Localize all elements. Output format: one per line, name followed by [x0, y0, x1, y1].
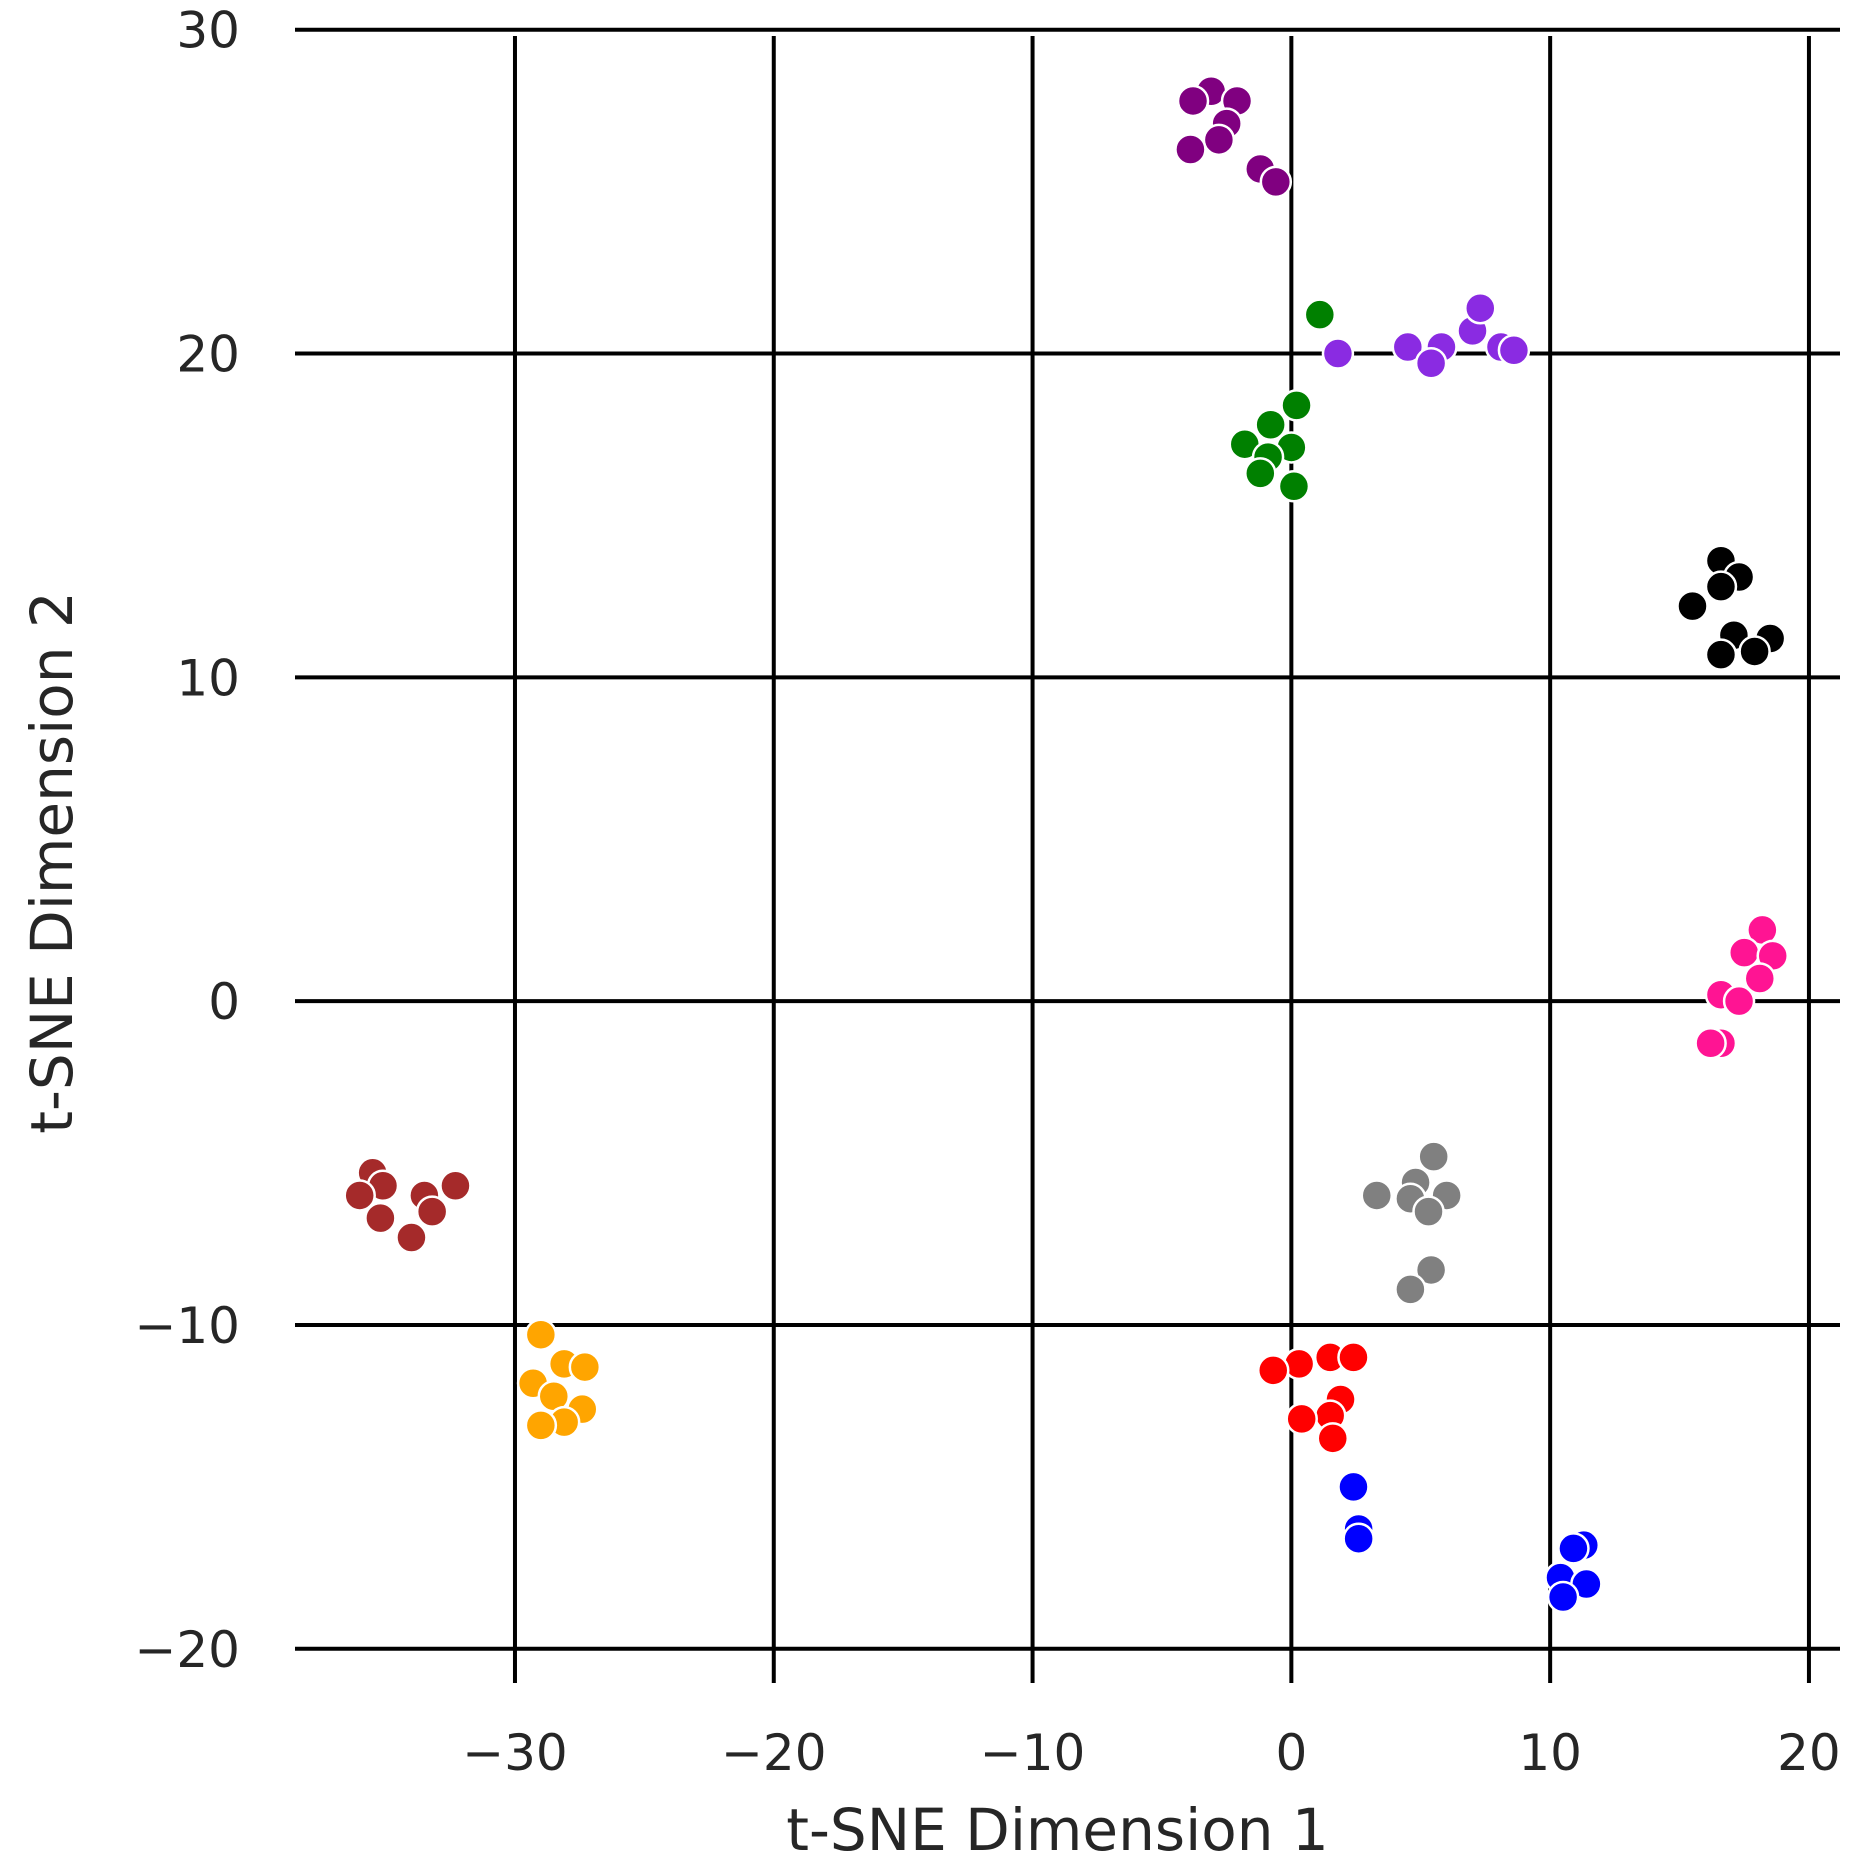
x-tick-label: −10 [980, 1724, 1086, 1782]
y-tick-label: −10 [134, 1297, 240, 1355]
x-axis-label: t-SNE Dimension 1 [786, 1796, 1329, 1862]
data-point [1464, 291, 1497, 325]
y-tick-label: 0 [208, 973, 240, 1031]
data-point [1704, 570, 1738, 603]
series-blue [1337, 1470, 1603, 1614]
series-brown [343, 1156, 472, 1254]
data-point [415, 1195, 449, 1228]
data-point [1676, 589, 1709, 623]
data-point [1277, 470, 1311, 503]
series-deeppink [1694, 913, 1789, 1060]
x-tick-label: 10 [1518, 1724, 1582, 1782]
data-point [1704, 638, 1738, 671]
data-point [1337, 1470, 1370, 1504]
data-point [1174, 133, 1207, 166]
data-point [1417, 1140, 1450, 1173]
x-tick-label: −30 [462, 1724, 568, 1782]
data-point [524, 1318, 558, 1351]
x-tick-label: −20 [721, 1724, 827, 1782]
series-green [1228, 298, 1337, 503]
data-point [1557, 1532, 1590, 1565]
series-blueviolet [1321, 291, 1531, 380]
data-point [439, 1169, 472, 1202]
data-point [1414, 346, 1448, 380]
data-point [364, 1201, 397, 1235]
y-tick-label: 30 [176, 2, 240, 60]
data-point [1694, 1027, 1727, 1060]
data-point [1259, 165, 1293, 199]
data-point [1342, 1522, 1375, 1555]
y-axis-label: t-SNE Dimension 2 [18, 591, 86, 1134]
data-points [343, 74, 1789, 1614]
data-point [1412, 1195, 1445, 1228]
y-tick-label: 10 [176, 649, 240, 707]
data-point [1176, 84, 1210, 118]
data-point [524, 1409, 558, 1442]
data-point [1303, 298, 1337, 331]
data-point [1285, 1402, 1318, 1436]
data-point [1738, 635, 1771, 668]
y-tick-label: −20 [134, 1621, 240, 1679]
series-orange [516, 1318, 602, 1442]
data-point [1497, 334, 1531, 367]
data-point [568, 1350, 602, 1384]
data-point [1321, 337, 1355, 370]
data-point [1316, 1422, 1350, 1455]
data-point [1244, 457, 1277, 490]
x-tick-label: 0 [1275, 1724, 1307, 1782]
data-point [1394, 1273, 1427, 1306]
x-axis-ticks: −30 −20 −10 0 10 20 [462, 1724, 1841, 1782]
data-point [1360, 1179, 1394, 1212]
y-axis-ticks: −20 −10 0 10 20 30 [134, 2, 240, 1679]
series-gray [1360, 1140, 1463, 1306]
series-black [1676, 544, 1787, 671]
data-point [343, 1179, 376, 1212]
data-point [1722, 984, 1756, 1018]
series-red [1256, 1341, 1370, 1455]
grid-lines [295, 27, 1840, 1683]
data-point [1337, 1341, 1370, 1374]
x-tick-label: 20 [1777, 1724, 1841, 1782]
y-tick-label: 20 [176, 326, 240, 384]
data-point [1280, 389, 1313, 422]
data-point [1256, 1354, 1290, 1387]
data-point [1743, 962, 1777, 995]
data-point [1202, 123, 1236, 157]
data-point [1546, 1580, 1580, 1614]
data-point [1254, 408, 1287, 442]
data-point [1414, 1253, 1448, 1287]
data-point [1391, 330, 1425, 364]
data-point [395, 1221, 428, 1254]
series-purple [1174, 74, 1293, 199]
